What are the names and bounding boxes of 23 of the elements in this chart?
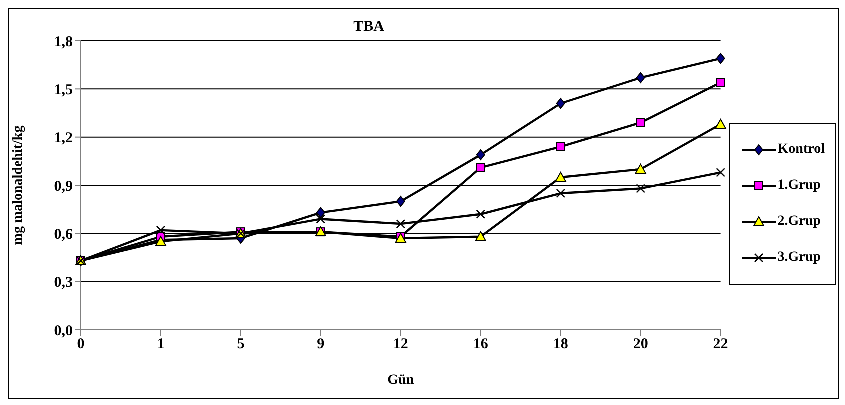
- y-tick-label: 0,3: [54, 275, 73, 292]
- x-tick-label: 5: [237, 336, 245, 353]
- x-axis-title: Gün: [388, 373, 414, 388]
- x-tick-label: 18: [553, 336, 568, 353]
- x-tick-label: 20: [633, 336, 648, 353]
- y-tick-label: 0,6: [54, 226, 74, 243]
- legend-label: 1.Grup: [778, 178, 821, 194]
- x-tick-label: 1: [157, 336, 165, 353]
- legend-label: 2.Grup: [778, 214, 821, 230]
- y-tick-label: 1,8: [54, 34, 73, 50]
- y-tick-label: 1,5: [54, 82, 73, 98]
- y-tick-label: 0,9: [54, 178, 73, 195]
- chart-title: TBA: [352, 19, 386, 36]
- y-tick-label: 0,0: [54, 323, 73, 340]
- legend-label: 3.Grup: [778, 250, 821, 266]
- x-tick-label: 16: [473, 336, 489, 353]
- y-tick-label: 1,2: [54, 130, 73, 147]
- x-tick-label: 12: [393, 336, 408, 353]
- x-tick-label: 22: [713, 336, 728, 353]
- x-tick-label: 9: [317, 336, 325, 353]
- y-axis-title: mg malonaldehit/kg: [10, 126, 26, 246]
- legend-label: Kontrol: [778, 142, 825, 158]
- x-tick-label: 0: [77, 336, 85, 353]
